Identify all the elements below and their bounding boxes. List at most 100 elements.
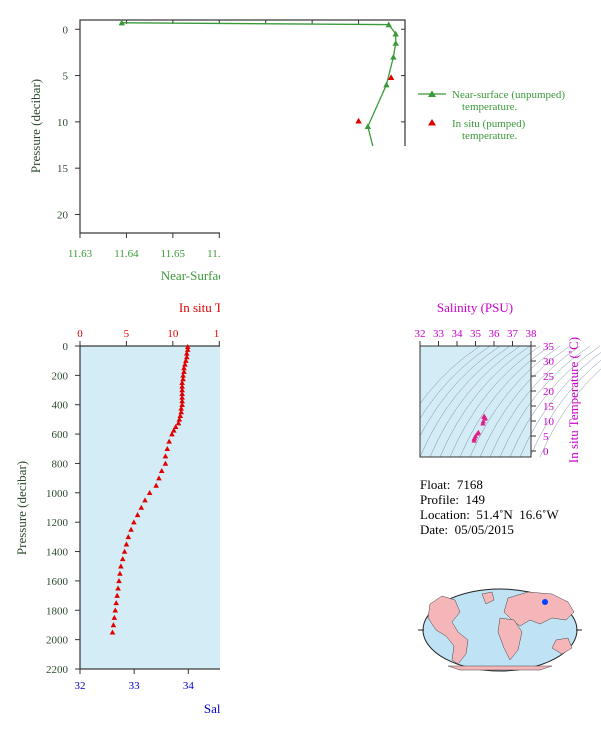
pumped-temperature-point <box>355 117 362 124</box>
temperature-profile-point <box>184 346 191 352</box>
top-y-tick-label: 15 <box>57 163 69 175</box>
temperature-profile-point <box>172 423 179 429</box>
temperature-profile-point <box>178 405 185 411</box>
temperature-profile-point <box>164 445 171 452</box>
top-y-axis-label: Pressure (decibar) <box>28 79 43 173</box>
pressure-tick-label: 600 <box>52 429 69 441</box>
temperature-profile-point <box>179 383 185 389</box>
top-y-tick-label: 10 <box>57 117 69 129</box>
ts-y-tick-label: 15 <box>543 401 555 413</box>
pressure-tick-label: 0 <box>63 341 69 353</box>
temperature-profile-point <box>158 467 165 474</box>
ts-point <box>480 418 486 424</box>
ts-x-tick-label: 38 <box>526 328 538 340</box>
top-x-tick-label: 11.63 <box>68 248 93 260</box>
temperature-profile-point <box>123 541 130 547</box>
ts-point <box>480 420 486 426</box>
pressure-tick-label: 1000 <box>46 488 69 500</box>
ts-temperature-label: In situ Temperature (˚C) <box>566 337 581 463</box>
temperature-profile-point <box>179 379 185 385</box>
temperature-profile-point <box>183 350 190 356</box>
temperature-profile-point <box>113 600 120 606</box>
temperature-profile-point <box>125 534 132 540</box>
ts-x-tick-label: 36 <box>489 328 501 340</box>
legend-label-unpumped-1: Near-surface (unpumped) <box>452 89 565 101</box>
ts-y-tick-label: 20 <box>543 386 555 398</box>
ts-y-tick-label: 10 <box>543 416 555 428</box>
pressure-tick-label: 2200 <box>46 664 69 676</box>
pressure-tick-label: 400 <box>52 400 69 412</box>
temperature-profile-point <box>117 570 123 576</box>
temperature-profile-point <box>119 556 126 562</box>
map-land-africa <box>497 617 523 661</box>
unpumped-temperature-point <box>383 81 390 88</box>
temperature-tick-label: 15 <box>214 328 226 340</box>
legend-label-unpumped-2: temperature. <box>462 101 518 113</box>
ts-y-tick-label: 5 <box>543 431 549 443</box>
temperature-profile-point <box>176 416 183 422</box>
top-legend: Near-surface (unpumped) temperature. In … <box>418 89 565 142</box>
pressure-tick-label: 1400 <box>46 547 69 559</box>
temperature-profile-point <box>112 607 119 613</box>
ts-x-tick-label: 32 <box>415 328 426 340</box>
pumped-temperature-point <box>387 74 395 80</box>
ts-y-tick-label: 35 <box>543 341 555 353</box>
temperature-profile-point <box>181 365 187 371</box>
top-x-tick-label: 11.64 <box>114 248 139 260</box>
unpumped-temperature-point <box>390 53 397 60</box>
ts-y-tick-label: 25 <box>543 371 555 383</box>
legend-marker-pumped <box>428 119 436 126</box>
temperature-profile-point <box>128 526 134 532</box>
temperature-tick-label: 0 <box>77 328 83 340</box>
profile-y-axis-label: Pressure (decibar) <box>14 461 29 555</box>
unpumped-temperature-point <box>392 39 399 46</box>
ts-density-contour <box>509 345 601 458</box>
temperature-profile-point <box>177 412 184 418</box>
temperature-profile-point <box>162 453 169 459</box>
legend-marker-unpumped <box>428 90 436 97</box>
ts-plot-frame <box>419 345 532 458</box>
pressure-tick-label: 1600 <box>46 576 69 588</box>
temperature-profile-point <box>182 361 188 367</box>
temperature-profile-point <box>121 548 128 554</box>
temperature-profile-point <box>142 497 148 503</box>
ts-density-contour <box>489 345 581 458</box>
temperature-profile-point <box>179 390 185 396</box>
ts-salinity-ticks: 32 33 34 35 36 37 38 <box>415 328 538 346</box>
ts-density-contour <box>449 345 541 458</box>
ts-point <box>471 437 477 443</box>
float-location-marker <box>542 599 548 605</box>
temperature-profile-point <box>179 401 185 407</box>
ts-diagram: 32 33 34 35 36 37 38 0 5 10 15 20 25 30 35 Salinity (… <box>220 146 601 732</box>
top-y-tick-label: 20 <box>57 209 69 221</box>
temperature-profile-point <box>115 585 121 591</box>
ts-density-contour <box>499 345 591 458</box>
map-land-antarctica <box>447 665 553 671</box>
ts-density-contour <box>539 368 601 458</box>
map-land-australia <box>551 637 573 655</box>
temperature-tick-label: 5 <box>124 328 130 340</box>
ts-density-contour <box>439 345 531 458</box>
pressure-axis-ticks: 0 200 400 600 800 1000 1200 1400 1600 1800 2000 220… <box>46 341 405 676</box>
ts-y-tick-label: 30 <box>543 356 555 368</box>
temperature-profile-point <box>179 394 185 400</box>
info-date: Date: 05/05/2015 <box>420 522 514 537</box>
unpumped-temperature-point <box>392 30 399 37</box>
ts-temperature-ticks: 0 5 10 15 20 25 30 35 <box>531 341 555 458</box>
legend-label-pumped-1: In situ (pumped) <box>452 118 526 130</box>
ts-salinity-label: Salinity (PSU) <box>437 300 513 315</box>
unpumped-temperature-point <box>118 19 125 26</box>
info-float: Float: 7168 <box>420 477 483 492</box>
ts-density-contour <box>469 345 561 458</box>
temperature-profile-point <box>111 614 118 620</box>
ts-x-tick-label: 34 <box>452 328 464 340</box>
temperature-profile-point <box>178 409 185 415</box>
temperature-profile-point <box>109 629 116 635</box>
pressure-tick-label: 2000 <box>46 635 69 647</box>
info-profile: Profile: 149 <box>420 492 485 507</box>
top-y-tick-label: 5 <box>63 71 69 83</box>
info-location: Location: 51.4˚N 16.6˚W <box>420 507 559 522</box>
temperature-profile-point <box>183 354 190 360</box>
top-series <box>118 19 399 221</box>
ts-density-contours <box>220 146 601 732</box>
